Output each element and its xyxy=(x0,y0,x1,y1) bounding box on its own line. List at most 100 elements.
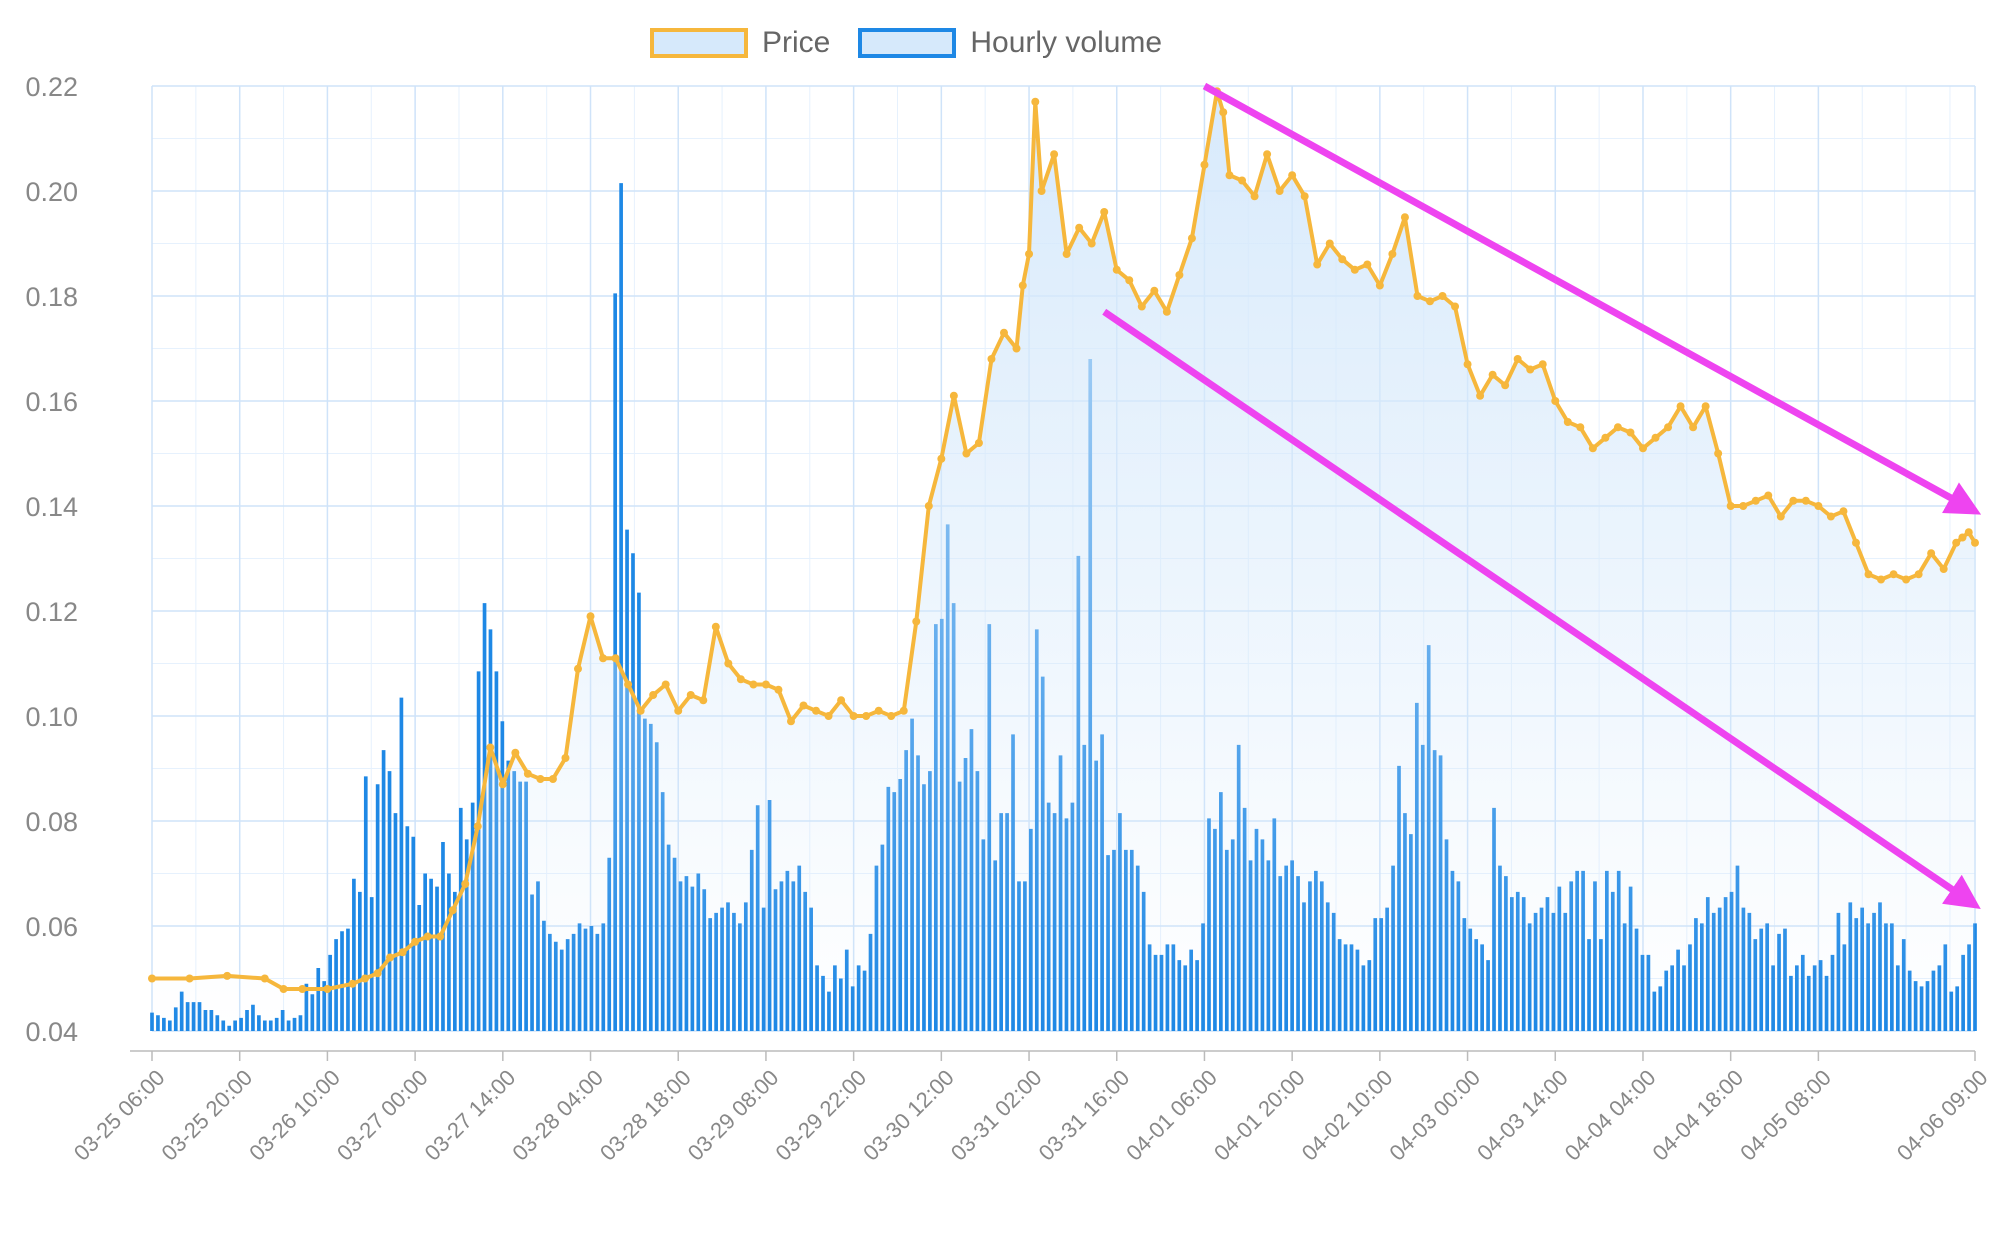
price-point xyxy=(837,696,846,705)
price-point xyxy=(1476,391,1485,400)
price-point xyxy=(1325,239,1334,248)
price-point xyxy=(1075,223,1084,232)
legend-item-hourly-volume[interactable]: Hourly volume xyxy=(858,26,1162,60)
x-tick-label: 03-29 08:00 xyxy=(683,1065,784,1166)
x-tick-label: 03-27 00:00 xyxy=(332,1065,433,1166)
x-tick: 04-04 04:00 xyxy=(1560,1065,1661,1166)
legend-swatch-price xyxy=(650,28,748,58)
price-point xyxy=(1588,444,1597,453)
price-point xyxy=(724,659,733,668)
price-point xyxy=(937,454,946,463)
price-point xyxy=(1613,423,1622,432)
x-tick-label: 04-04 18:00 xyxy=(1647,1065,1748,1166)
price-point xyxy=(1851,538,1860,547)
price-point xyxy=(1538,360,1547,369)
price-point xyxy=(486,743,495,752)
volume-bar xyxy=(340,931,344,1031)
price-point xyxy=(1576,423,1585,432)
price-point xyxy=(1889,570,1898,579)
volume-bar xyxy=(375,784,380,1031)
x-tick-label: 04-01 06:00 xyxy=(1121,1065,1222,1166)
legend-item-price[interactable]: Price xyxy=(650,26,830,60)
price-point xyxy=(1952,538,1961,547)
price-point xyxy=(436,932,445,941)
price-point xyxy=(1789,496,1798,505)
volume-bar xyxy=(363,776,368,1031)
legend-label-price: Price xyxy=(762,26,831,59)
x-tick: 03-31 02:00 xyxy=(946,1065,1047,1166)
price-point xyxy=(1425,297,1434,306)
price-point xyxy=(999,328,1008,337)
x-tick-label: 03-31 16:00 xyxy=(1034,1065,1135,1166)
price-point xyxy=(1018,281,1027,290)
price-point xyxy=(298,985,307,993)
price-line xyxy=(150,89,1977,991)
price-point xyxy=(824,712,833,720)
price-point xyxy=(812,706,821,715)
x-tick: 03-27 14:00 xyxy=(420,1065,521,1166)
y-tick-label: 0.08 xyxy=(25,807,78,837)
price-point xyxy=(711,622,720,631)
x-tick-label: 04-03 00:00 xyxy=(1384,1065,1485,1166)
price-point xyxy=(1826,512,1835,521)
price-point xyxy=(1012,344,1021,353)
price-point xyxy=(586,612,595,621)
y-tick-label: 0.12 xyxy=(25,597,78,627)
price-point xyxy=(1664,423,1673,432)
price-point xyxy=(774,685,783,694)
y-tick-label: 0.10 xyxy=(25,702,78,732)
y-tick-label: 0.18 xyxy=(25,282,78,312)
price-point xyxy=(686,691,695,699)
x-tick-label: 03-26 10:00 xyxy=(244,1065,345,1166)
legend-label-hourly-volume: Hourly volume xyxy=(970,26,1163,59)
price-point xyxy=(1112,265,1121,274)
price-point xyxy=(674,706,683,715)
price-point xyxy=(649,691,658,699)
price-point xyxy=(862,712,871,720)
price-point xyxy=(561,754,570,762)
price-point xyxy=(148,974,156,983)
y-axis: 0.22 0.20 0.18 0.16 0.14 0.12 0.10 0.08 0.06 0.04 xyxy=(25,72,78,1047)
price-point xyxy=(924,502,933,510)
volume-bar xyxy=(399,697,404,1031)
volume-bar xyxy=(369,897,374,1031)
x-tick-label: 03-31 02:00 xyxy=(946,1065,1047,1166)
price-point xyxy=(1125,276,1134,285)
price-point xyxy=(411,937,420,946)
x-tick: 04-02 10:00 xyxy=(1297,1065,1398,1166)
volume-bar xyxy=(393,813,398,1031)
price-point xyxy=(1864,570,1873,579)
price-point xyxy=(1526,365,1535,374)
price-point xyxy=(636,706,645,715)
price-point xyxy=(1601,433,1610,442)
price-point xyxy=(749,680,758,689)
price-point xyxy=(1714,449,1723,458)
price-point xyxy=(1400,213,1409,222)
x-tick: 04-04 18:00 xyxy=(1647,1065,1748,1166)
x-tick-label: 04-04 04:00 xyxy=(1560,1065,1661,1166)
price-point xyxy=(1250,192,1259,201)
price-point xyxy=(611,654,620,663)
price-point xyxy=(1338,255,1347,264)
price-point xyxy=(736,675,745,684)
volume-bar xyxy=(405,826,410,1031)
price-point xyxy=(1801,496,1810,505)
price-point xyxy=(1225,171,1234,180)
price-point xyxy=(1638,444,1647,453)
price-point xyxy=(1275,187,1284,195)
price-point xyxy=(1350,265,1359,274)
price-point xyxy=(599,654,608,663)
x-tick: 03-30 12:00 xyxy=(858,1065,959,1166)
x-tick-label: 04-06 09:00 xyxy=(1892,1065,1993,1166)
price-point xyxy=(849,712,858,720)
y-tick-label: 0.22 xyxy=(25,72,78,102)
price-point xyxy=(1701,402,1710,411)
price-point xyxy=(1814,502,1823,510)
x-tick-label: 03-28 18:00 xyxy=(595,1065,696,1166)
price-point xyxy=(223,971,232,980)
price-point xyxy=(423,932,432,941)
price-point xyxy=(1050,150,1059,159)
price-point xyxy=(1563,418,1572,426)
volume-bar xyxy=(387,771,392,1031)
